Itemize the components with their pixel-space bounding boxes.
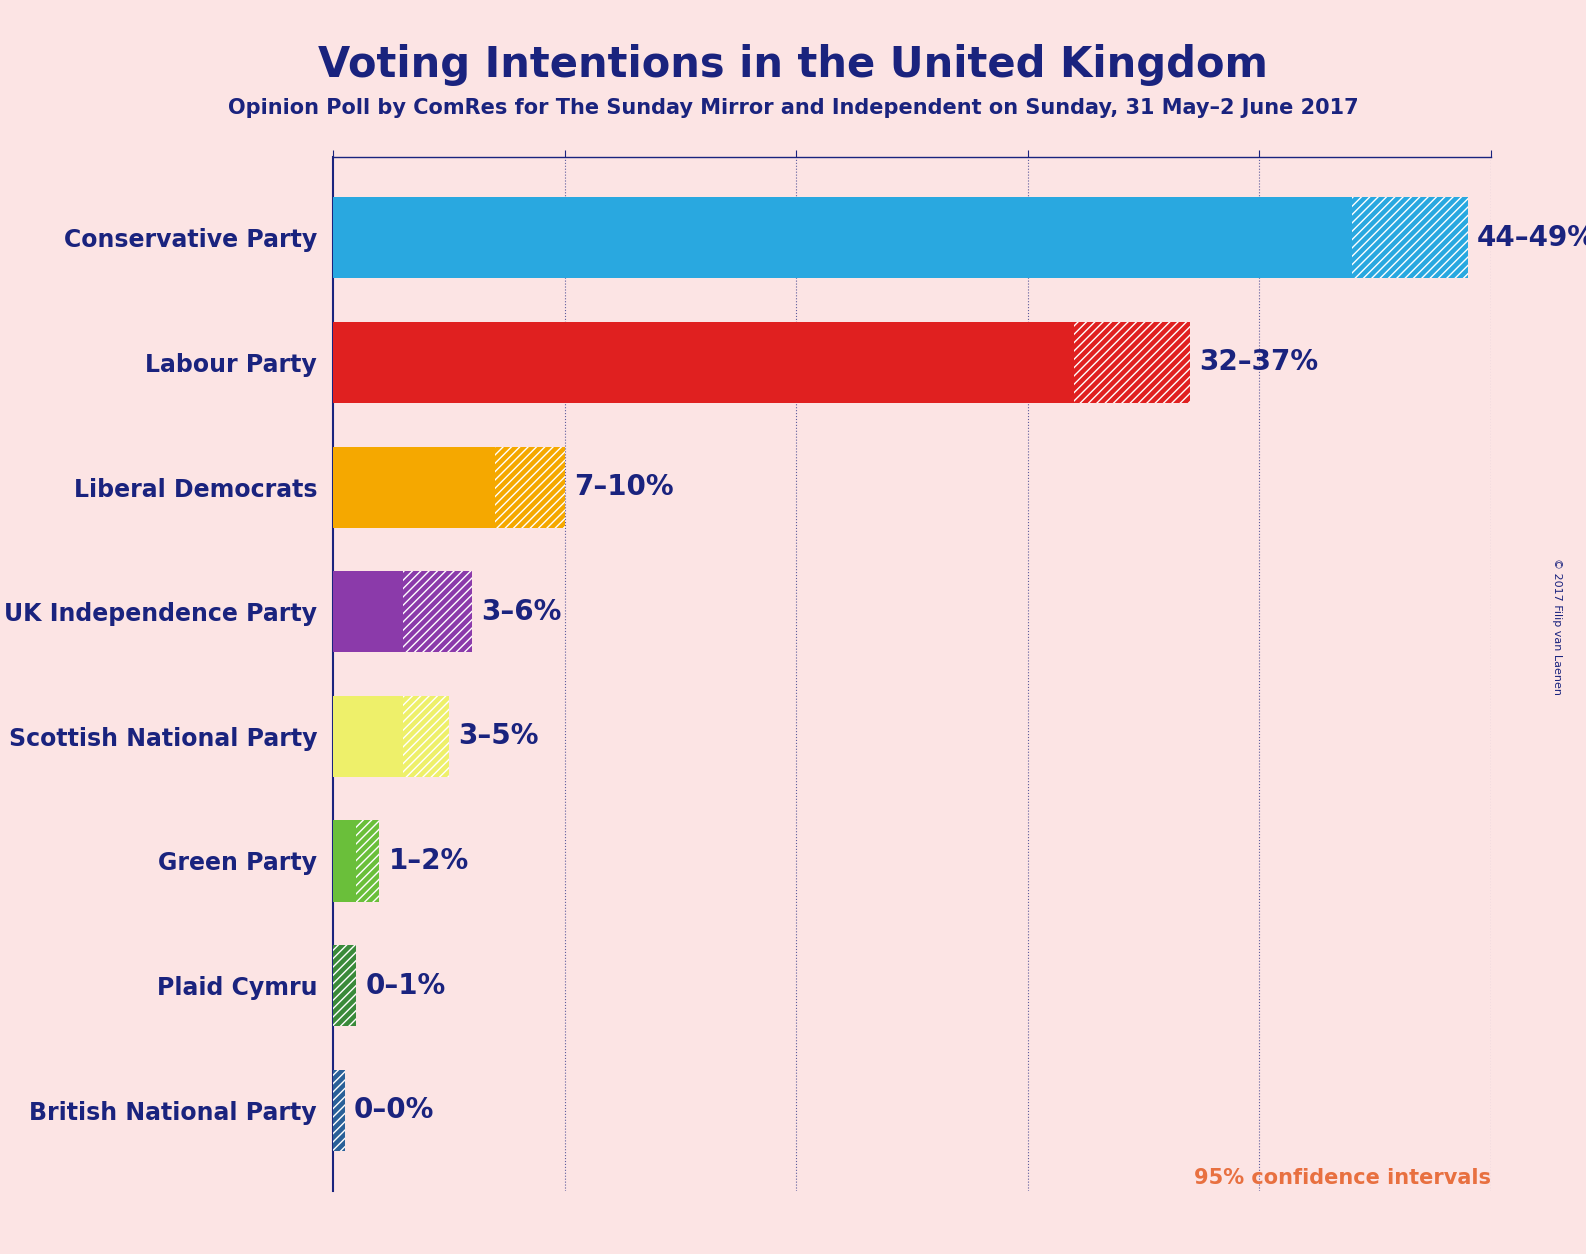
Bar <box>1351 197 1467 278</box>
Bar <box>333 571 403 652</box>
Bar <box>333 820 357 902</box>
Text: 32–37%: 32–37% <box>1199 349 1318 376</box>
Bar <box>403 696 449 777</box>
Text: 3–5%: 3–5% <box>458 722 539 750</box>
Bar <box>1074 322 1190 403</box>
Bar <box>333 696 403 777</box>
Text: © 2017 Filip van Laenen: © 2017 Filip van Laenen <box>1553 558 1562 696</box>
Text: 44–49%: 44–49% <box>1477 223 1586 252</box>
Bar <box>333 197 1351 278</box>
Text: Voting Intentions in the United Kingdom: Voting Intentions in the United Kingdom <box>319 44 1267 85</box>
Text: 0–0%: 0–0% <box>354 1096 435 1125</box>
Text: 1–2%: 1–2% <box>389 846 469 875</box>
Text: 7–10%: 7–10% <box>574 473 674 502</box>
Bar <box>357 820 379 902</box>
Text: Opinion Poll by ComRes for The Sunday Mirror and Independent on Sunday, 31 May–2: Opinion Poll by ComRes for The Sunday Mi… <box>228 98 1358 118</box>
Bar <box>333 946 357 1026</box>
Bar <box>495 446 565 528</box>
Bar <box>403 571 473 652</box>
Bar <box>333 446 495 528</box>
Bar <box>333 1070 344 1151</box>
Bar <box>333 946 357 1026</box>
Text: 0–1%: 0–1% <box>365 972 446 999</box>
Text: 95% confidence intervals: 95% confidence intervals <box>1194 1167 1491 1188</box>
Bar <box>333 322 1074 403</box>
Text: 3–6%: 3–6% <box>481 598 561 626</box>
